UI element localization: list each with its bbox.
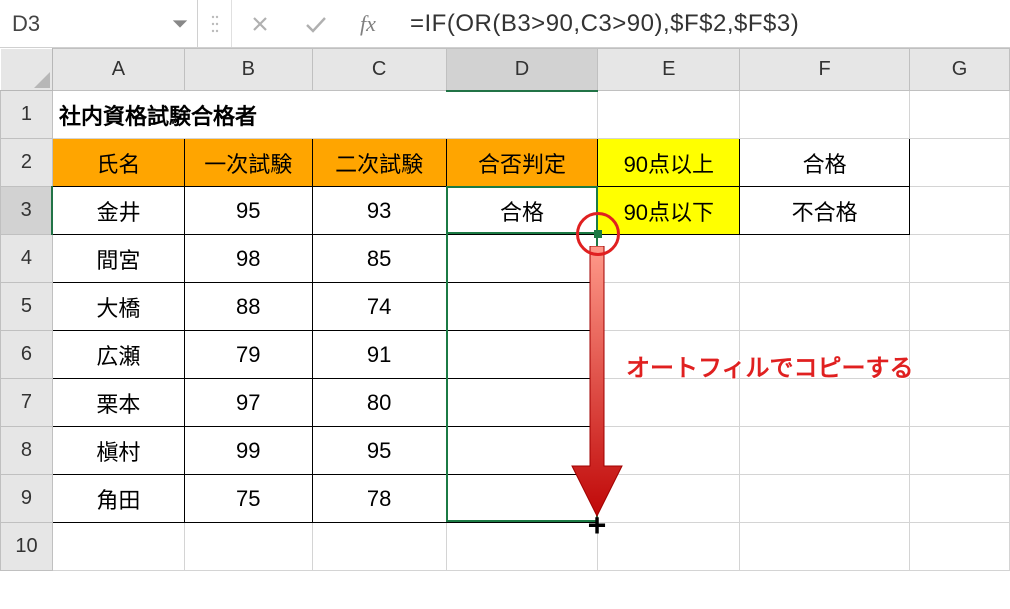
row-header-7[interactable]: 7 — [1, 379, 53, 427]
cell-C6[interactable]: 91 — [312, 331, 446, 379]
cell-A2[interactable]: 氏名 — [52, 139, 184, 187]
cell-E7[interactable] — [598, 379, 740, 427]
cell-G8[interactable] — [910, 427, 1010, 475]
cell-G6[interactable] — [910, 331, 1010, 379]
cell-F2[interactable]: 合格 — [740, 139, 910, 187]
cell-E10[interactable] — [598, 523, 740, 571]
col-header-A[interactable]: A — [52, 49, 184, 91]
name-box[interactable]: D3 — [0, 0, 198, 47]
cell-A7[interactable]: 栗本 — [52, 379, 184, 427]
dropdown-icon[interactable] — [171, 15, 189, 33]
cell-G4[interactable] — [910, 235, 1010, 283]
row-header-4[interactable]: 4 — [1, 235, 53, 283]
col-header-C[interactable]: C — [312, 49, 446, 91]
row-header-10[interactable]: 10 — [1, 523, 53, 571]
formula-bar-grip — [198, 0, 232, 47]
cell-A5[interactable]: 大橋 — [52, 283, 184, 331]
cell-C10[interactable] — [312, 523, 446, 571]
row-header-2[interactable]: 2 — [1, 139, 53, 187]
cell-C4[interactable]: 85 — [312, 235, 446, 283]
cell-G5[interactable] — [910, 283, 1010, 331]
cell-D8[interactable] — [446, 427, 598, 475]
fill-handle[interactable] — [594, 230, 602, 238]
cell-F9[interactable] — [740, 475, 910, 523]
cell-C7[interactable]: 80 — [312, 379, 446, 427]
cell-C2[interactable]: 二次試験 — [312, 139, 446, 187]
cell-C5[interactable]: 74 — [312, 283, 446, 331]
cell-G9[interactable] — [910, 475, 1010, 523]
cell-E9[interactable] — [598, 475, 740, 523]
cell-D10[interactable] — [446, 523, 598, 571]
cell-C9[interactable]: 78 — [312, 475, 446, 523]
annotation-text: オートフィルでコピーする — [626, 348, 914, 383]
cell-B8[interactable]: 99 — [184, 427, 312, 475]
col-header-D[interactable]: D — [446, 49, 598, 91]
cell-D5[interactable] — [446, 283, 598, 331]
cell-D4[interactable] — [446, 235, 598, 283]
cell-G3[interactable] — [910, 187, 1010, 235]
cell-F4[interactable] — [740, 235, 910, 283]
cell-A4[interactable]: 間宮 — [52, 235, 184, 283]
cell-B9[interactable]: 75 — [184, 475, 312, 523]
formula-input[interactable]: =IF(OR(B3>90,C3>90),$F$2,$F$3) — [392, 0, 1010, 47]
cell-E5[interactable] — [598, 283, 740, 331]
row-header-6[interactable]: 6 — [1, 331, 53, 379]
name-box-value: D3 — [12, 11, 171, 37]
cell-C3[interactable]: 93 — [312, 187, 446, 235]
row-header-5[interactable]: 5 — [1, 283, 53, 331]
cell-D2[interactable]: 合否判定 — [446, 139, 598, 187]
cell-E1[interactable] — [598, 91, 740, 139]
cell-F8[interactable] — [740, 427, 910, 475]
row-header-1[interactable]: 1 — [1, 91, 53, 139]
spreadsheet-grid: A B C D E F G 1 社内資格試験合格者 2 氏名 一次試験 二次試験… — [0, 48, 1010, 571]
cell-B5[interactable]: 88 — [184, 283, 312, 331]
col-header-G[interactable]: G — [910, 49, 1010, 91]
cell-E4[interactable] — [598, 235, 740, 283]
cancel-button[interactable] — [232, 0, 288, 47]
col-header-B[interactable]: B — [184, 49, 312, 91]
plus-cursor-icon: + — [588, 508, 606, 543]
cell-D9[interactable] — [446, 475, 598, 523]
cell-E3[interactable]: 90点以下 — [598, 187, 740, 235]
cell-A10[interactable] — [52, 523, 184, 571]
cell-E2[interactable]: 90点以上 — [598, 139, 740, 187]
cell-A6[interactable]: 広瀬 — [52, 331, 184, 379]
cell-B3[interactable]: 95 — [184, 187, 312, 235]
cell-A3[interactable]: 金井 — [52, 187, 184, 235]
cell-B4[interactable]: 98 — [184, 235, 312, 283]
confirm-button[interactable] — [288, 0, 344, 47]
cell-D3[interactable]: 合格 — [446, 187, 598, 235]
cell-G10[interactable] — [910, 523, 1010, 571]
cell-F10[interactable] — [740, 523, 910, 571]
cell-C8[interactable]: 95 — [312, 427, 446, 475]
formula-bar: D3 fx =IF(OR(B3>90,C3>90),$F$2,$F$3) — [0, 0, 1010, 48]
cell-E8[interactable] — [598, 427, 740, 475]
cell-B6[interactable]: 79 — [184, 331, 312, 379]
grid-table: A B C D E F G 1 社内資格試験合格者 2 氏名 一次試験 二次試験… — [0, 48, 1010, 571]
cell-B7[interactable]: 97 — [184, 379, 312, 427]
cell-F3[interactable]: 不合格 — [740, 187, 910, 235]
row-header-8[interactable]: 8 — [1, 427, 53, 475]
fx-label[interactable]: fx — [344, 0, 392, 47]
cell-G7[interactable] — [910, 379, 1010, 427]
cell-F1[interactable] — [740, 91, 910, 139]
row-header-3[interactable]: 3 — [1, 187, 53, 235]
cell-B10[interactable] — [184, 523, 312, 571]
cell-A1-title[interactable]: 社内資格試験合格者 — [52, 91, 597, 139]
col-header-F[interactable]: F — [740, 49, 910, 91]
row-header-9[interactable]: 9 — [1, 475, 53, 523]
cell-D7[interactable] — [446, 379, 598, 427]
cell-G2[interactable] — [910, 139, 1010, 187]
select-all-corner[interactable] — [1, 49, 53, 91]
cell-A9[interactable]: 角田 — [52, 475, 184, 523]
cell-D6[interactable] — [446, 331, 598, 379]
cell-G1[interactable] — [910, 91, 1010, 139]
cell-F5[interactable] — [740, 283, 910, 331]
col-header-E[interactable]: E — [598, 49, 740, 91]
cell-A8[interactable]: 槇村 — [52, 427, 184, 475]
cell-B2[interactable]: 一次試験 — [184, 139, 312, 187]
cell-F7[interactable] — [740, 379, 910, 427]
